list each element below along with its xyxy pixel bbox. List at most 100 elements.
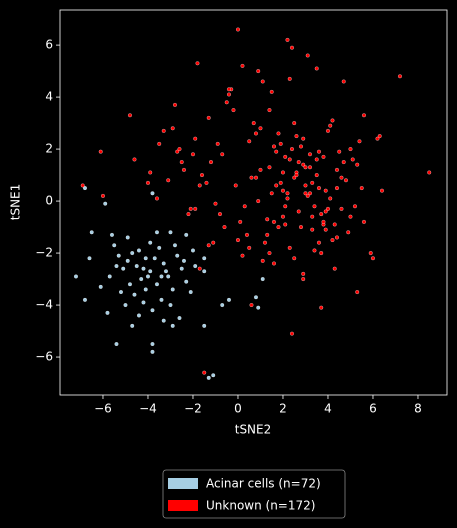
scatter-point (260, 79, 265, 84)
scatter-point (87, 256, 92, 261)
scatter-point (98, 284, 103, 289)
scatter-point (211, 240, 216, 245)
scatter-point (220, 152, 225, 157)
scatter-point (287, 76, 292, 81)
scatter-point (312, 204, 317, 209)
scatter-point (332, 266, 337, 271)
x-tick-label: 8 (414, 402, 422, 416)
scatter-point (290, 331, 294, 336)
scatter-point (175, 253, 180, 258)
scatter-point (323, 227, 328, 232)
scatter-point (355, 290, 360, 295)
scatter-point (290, 147, 294, 152)
scatter-point (285, 196, 290, 201)
scatter-point (155, 196, 159, 201)
plot-frame (59, 9, 448, 396)
scatter-point (150, 349, 155, 354)
scatter-point (263, 240, 267, 245)
scatter-point (150, 342, 155, 346)
scatter-point (224, 100, 229, 105)
scatter-point (240, 63, 245, 68)
scatter-point (328, 123, 333, 128)
scatter-point (265, 232, 270, 237)
scatter-point (150, 308, 155, 313)
scatter-point (294, 134, 299, 139)
scatter-point (335, 167, 339, 172)
scatter-point (177, 147, 182, 152)
scatter-point (218, 212, 222, 217)
scatter-point (267, 251, 272, 256)
legend-label: Acinar cells (n=72) (206, 477, 321, 491)
scatter-point (330, 238, 335, 243)
scatter-point (281, 214, 285, 219)
scatter-point (303, 183, 308, 188)
y-tick-label: 2 (45, 142, 53, 156)
scatter-point (274, 149, 279, 154)
scatter-point (267, 165, 272, 170)
scatter-point (323, 209, 328, 214)
legend-label: Unknown (n=172) (206, 499, 315, 513)
scatter-point (341, 160, 346, 165)
scatter-point (256, 69, 261, 74)
scatter-point (215, 141, 220, 146)
scatter-point (123, 303, 128, 308)
scatter-point (101, 193, 105, 198)
scatter-point (105, 310, 110, 315)
scatter-point (269, 89, 274, 94)
scatter-point (222, 225, 227, 230)
x-axis-label: tSNE2 (235, 423, 272, 437)
scatter-point (161, 128, 166, 133)
scatter-point (155, 282, 159, 287)
y-axis-label: tSNE1 (9, 184, 23, 221)
scatter-point (227, 92, 231, 97)
scatter-point (314, 66, 319, 71)
scatter-point (377, 134, 382, 139)
scatter-point (371, 256, 375, 261)
scatter-point (254, 175, 258, 180)
scatter-point (368, 251, 373, 256)
scatter-point (236, 238, 240, 243)
scatter-point (272, 219, 276, 224)
scatter-point (98, 149, 103, 154)
scatter-point (276, 225, 281, 230)
scatter-point (209, 160, 213, 165)
scatter-point (206, 375, 211, 380)
scatter-point (283, 154, 288, 159)
scatter-point (193, 206, 198, 211)
scatter-point (236, 27, 240, 32)
scatter-point (83, 297, 87, 302)
scatter-point (143, 287, 148, 292)
scatter-point (278, 141, 283, 146)
x-tick-label: −4 (139, 402, 157, 416)
scatter-point (173, 102, 177, 107)
scatter-point (267, 108, 272, 113)
scatter-point (146, 274, 150, 279)
scatter-point (283, 204, 288, 209)
scatter-point (317, 149, 321, 154)
scatter-point (301, 271, 306, 276)
scatter-point (188, 290, 193, 295)
scatter-point (233, 183, 238, 188)
scatter-point (175, 149, 180, 154)
scatter-point (116, 253, 121, 258)
scatter-point (272, 261, 276, 266)
legend-swatch (168, 478, 198, 489)
scatter-point (166, 274, 171, 279)
scatter-point (272, 144, 276, 149)
scatter-point (310, 227, 315, 232)
scatter-point (159, 274, 164, 279)
scatter-point (202, 269, 207, 274)
scatter-point (184, 279, 189, 284)
y-tick-label: −6 (35, 350, 53, 364)
scatter-point (305, 53, 310, 58)
scatter-point (114, 342, 119, 346)
scatter-point (150, 191, 155, 196)
scatter-point (319, 251, 324, 256)
scatter-point (260, 258, 265, 263)
scatter-point (202, 370, 207, 375)
scatter-point (296, 209, 301, 214)
x-tick-label: 2 (279, 402, 287, 416)
scatter-point (308, 165, 312, 170)
scatter-point (139, 277, 144, 282)
